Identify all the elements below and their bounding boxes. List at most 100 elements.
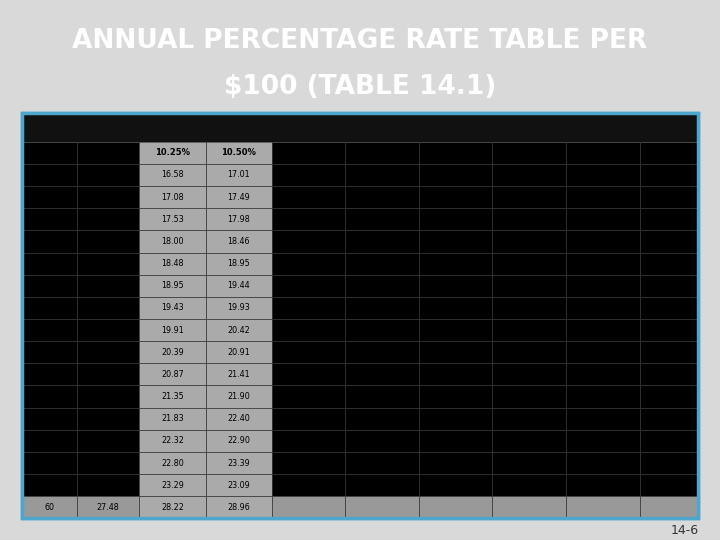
Bar — [492, 141, 566, 164]
Bar — [639, 341, 698, 363]
Text: 17.01: 17.01 — [228, 171, 250, 179]
Bar — [346, 452, 419, 474]
Bar — [22, 164, 77, 186]
Bar — [346, 231, 419, 253]
Text: 22.80: 22.80 — [161, 458, 184, 468]
Bar — [139, 474, 205, 496]
Bar — [205, 474, 271, 496]
Text: 19.43: 19.43 — [161, 303, 184, 313]
Text: 17.49: 17.49 — [228, 193, 250, 201]
Text: 14-6: 14-6 — [670, 524, 698, 537]
Bar — [419, 231, 492, 253]
Text: 17.98: 17.98 — [228, 215, 250, 224]
Bar — [271, 275, 346, 297]
Bar — [139, 452, 205, 474]
Text: ANNUAL PERCENTAGE RATE TABLE PER: ANNUAL PERCENTAGE RATE TABLE PER — [73, 28, 647, 53]
Bar — [22, 231, 77, 253]
Bar — [139, 208, 205, 231]
Bar — [419, 141, 492, 164]
Bar — [492, 452, 566, 474]
Bar — [566, 208, 639, 231]
Text: 23.39: 23.39 — [228, 458, 250, 468]
Bar — [77, 408, 139, 430]
Bar — [492, 208, 566, 231]
Bar — [639, 253, 698, 275]
Bar — [492, 319, 566, 341]
Text: 18.48: 18.48 — [161, 259, 184, 268]
Bar — [139, 496, 205, 518]
Bar — [271, 297, 346, 319]
Bar — [77, 186, 139, 208]
Bar — [346, 363, 419, 386]
Bar — [205, 319, 271, 341]
Bar — [139, 275, 205, 297]
Text: 21.90: 21.90 — [228, 392, 250, 401]
Bar — [419, 186, 492, 208]
Bar — [271, 363, 346, 386]
Bar — [139, 186, 205, 208]
Bar — [22, 319, 77, 341]
Bar — [492, 186, 566, 208]
Bar — [139, 141, 205, 164]
Bar — [77, 430, 139, 452]
Bar — [271, 386, 346, 408]
Text: 16.58: 16.58 — [161, 171, 184, 179]
Text: 17.08: 17.08 — [161, 193, 184, 201]
Text: 23.09: 23.09 — [228, 481, 250, 490]
Text: 18.95: 18.95 — [228, 259, 250, 268]
Bar — [22, 474, 77, 496]
Bar — [419, 319, 492, 341]
Text: 20.39: 20.39 — [161, 348, 184, 357]
Bar — [22, 297, 77, 319]
Bar — [139, 363, 205, 386]
Text: 20.42: 20.42 — [228, 326, 250, 335]
Bar — [419, 208, 492, 231]
Bar — [639, 208, 698, 231]
Bar — [205, 452, 271, 474]
Bar — [566, 186, 639, 208]
Text: 21.83: 21.83 — [161, 414, 184, 423]
Text: 20.91: 20.91 — [228, 348, 250, 357]
Bar — [492, 164, 566, 186]
Bar — [639, 275, 698, 297]
Bar — [492, 408, 566, 430]
Bar — [419, 386, 492, 408]
Bar — [419, 275, 492, 297]
Text: 19.93: 19.93 — [228, 303, 250, 313]
Bar — [139, 319, 205, 341]
Bar — [346, 164, 419, 186]
Bar — [271, 496, 346, 518]
Text: 23.29: 23.29 — [161, 481, 184, 490]
Bar — [419, 474, 492, 496]
Bar — [77, 319, 139, 341]
Bar — [492, 231, 566, 253]
Bar — [77, 275, 139, 297]
Bar — [205, 297, 271, 319]
Bar — [77, 164, 139, 186]
Bar — [271, 141, 346, 164]
Text: 20.87: 20.87 — [161, 370, 184, 379]
Bar — [346, 253, 419, 275]
Bar — [271, 430, 346, 452]
Bar — [346, 386, 419, 408]
Bar — [139, 386, 205, 408]
Bar — [492, 363, 566, 386]
Text: 21.35: 21.35 — [161, 392, 184, 401]
Bar — [419, 452, 492, 474]
Text: 22.40: 22.40 — [228, 414, 250, 423]
Bar — [271, 164, 346, 186]
Bar — [205, 164, 271, 186]
Text: 18.00: 18.00 — [161, 237, 184, 246]
Bar — [22, 341, 77, 363]
Bar — [22, 113, 698, 141]
Bar — [77, 363, 139, 386]
Bar — [566, 363, 639, 386]
Bar — [566, 275, 639, 297]
Bar — [639, 186, 698, 208]
Bar — [139, 164, 205, 186]
Bar — [346, 430, 419, 452]
Bar — [271, 231, 346, 253]
Bar — [639, 231, 698, 253]
Bar — [77, 474, 139, 496]
Bar — [639, 141, 698, 164]
